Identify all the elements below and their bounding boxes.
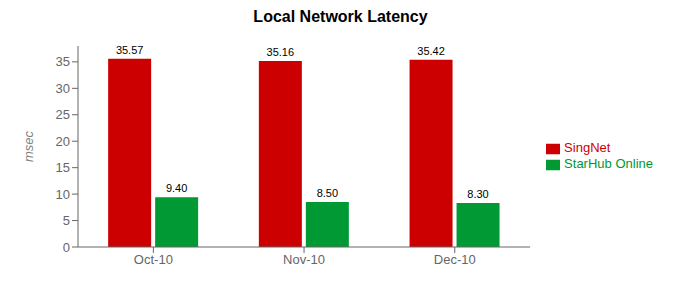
svg-text:30: 30 xyxy=(56,81,70,96)
svg-text:35.42: 35.42 xyxy=(417,45,445,57)
svg-text:35: 35 xyxy=(56,54,70,69)
svg-text:35.57: 35.57 xyxy=(116,44,144,56)
svg-text:10: 10 xyxy=(56,187,70,202)
html-text:Local Network Latency: Local Network Latency xyxy=(253,8,428,25)
svg-text:8.50: 8.50 xyxy=(317,187,338,199)
svg-text:20: 20 xyxy=(56,134,70,149)
svg-text:25: 25 xyxy=(56,107,70,122)
html-text:StarHub Online: StarHub Online xyxy=(564,156,653,171)
svg-text:Nov-10: Nov-10 xyxy=(283,252,325,267)
svg-text:Oct-10: Oct-10 xyxy=(134,252,173,267)
svg-text:15: 15 xyxy=(56,160,70,175)
svg-text:msec: msec xyxy=(21,130,36,162)
svg-text:35.16: 35.16 xyxy=(267,46,295,58)
svg-text:0: 0 xyxy=(63,240,70,255)
svg-text:5: 5 xyxy=(63,213,70,228)
svg-text:Dec-10: Dec-10 xyxy=(434,252,476,267)
html-text:SingNet: SingNet xyxy=(564,140,611,156)
svg-text:8.30: 8.30 xyxy=(467,188,488,200)
svg-text:9.40: 9.40 xyxy=(166,182,187,194)
